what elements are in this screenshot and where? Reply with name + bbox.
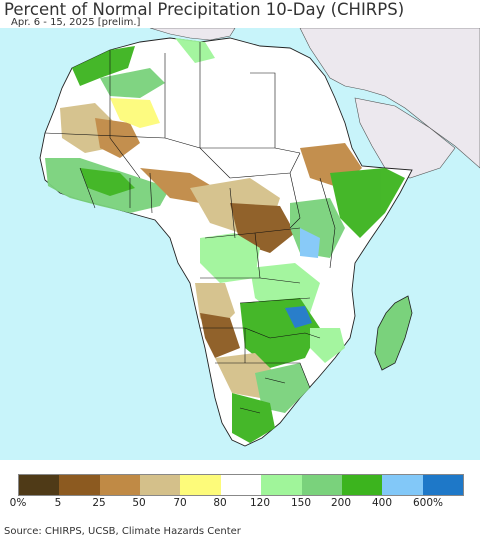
legend-label: 200 (330, 497, 352, 509)
legend-label: 50 (132, 497, 146, 509)
map-title: Percent of Normal Precipitation 10-Day (… (4, 0, 405, 19)
legend-label: 70 (173, 497, 187, 509)
legend-label: 25 (92, 497, 106, 509)
legend-swatch (220, 475, 262, 495)
precipitation-map (0, 28, 480, 460)
legend-swatch (99, 475, 141, 495)
legend-label: 80 (213, 497, 227, 509)
legend-swatch (140, 475, 181, 495)
legend-swatch (301, 475, 342, 495)
legend-labels: 0% 5 25 50 70 80 120 150 200 400 600% (0, 497, 480, 511)
color-legend (18, 474, 464, 496)
legend-swatch (19, 475, 60, 495)
legend-swatch (261, 475, 302, 495)
legend-swatch (341, 475, 383, 495)
middle-east-landmass (299, 28, 480, 169)
legend-label: 120 (249, 497, 271, 509)
madagascar (374, 295, 413, 371)
europe-landmass (149, 28, 236, 41)
legend-swatch (180, 475, 221, 495)
legend-swatch (422, 475, 463, 495)
precipitation-anomaly-patches (45, 38, 405, 443)
source-credit: Source: CHIRPS, UCSB, Climate Hazards Ce… (4, 526, 241, 537)
legend-swatch (382, 475, 423, 495)
legend-label: 150 (290, 497, 312, 509)
legend-label: 0% (9, 497, 27, 509)
legend-label: 5 (54, 497, 62, 509)
arabian-peninsula (354, 97, 456, 179)
legend-label: 400 (371, 497, 393, 509)
legend-swatch (59, 475, 100, 495)
country-borders (44, 42, 336, 414)
legend-label: 600% (412, 497, 444, 509)
date-range-subtitle: Apr. 6 - 15, 2025 [prelim.] (8, 17, 144, 28)
